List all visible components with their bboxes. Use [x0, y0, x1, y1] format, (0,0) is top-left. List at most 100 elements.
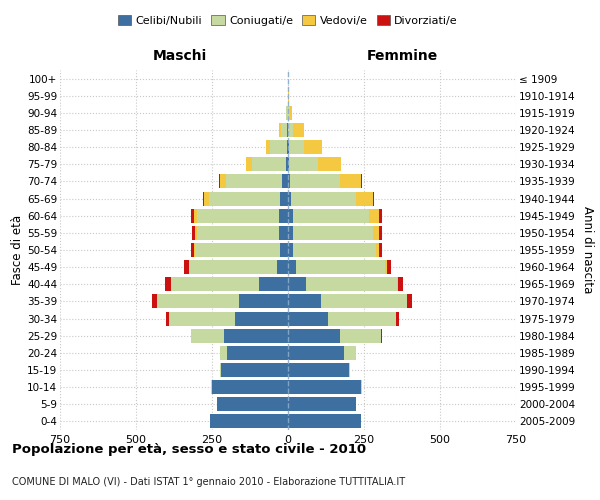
Bar [288, 312, 328, 326]
Bar [288, 414, 361, 428]
Bar [191, 328, 288, 342]
Bar [288, 208, 382, 222]
Bar [288, 158, 289, 172]
Bar [288, 106, 292, 120]
Bar [288, 106, 290, 120]
Bar [211, 414, 288, 428]
Bar [270, 140, 288, 154]
Y-axis label: Fasce di età: Fasce di età [11, 215, 24, 285]
Bar [211, 380, 288, 394]
Bar [288, 88, 289, 102]
Bar [288, 363, 350, 377]
Bar [288, 174, 340, 188]
Text: Popolazione per età, sesso e stato civile - 2010: Popolazione per età, sesso e stato civil… [12, 442, 366, 456]
Bar [164, 278, 288, 291]
Bar [288, 398, 356, 411]
Y-axis label: Anni di nascita: Anni di nascita [581, 206, 594, 294]
Bar [288, 328, 340, 342]
Bar [288, 398, 356, 411]
Bar [280, 243, 288, 257]
Text: COMUNE DI MALO (VI) - Dati ISTAT 1° gennaio 2010 - Elaborazione TUTTITALIA.IT: COMUNE DI MALO (VI) - Dati ISTAT 1° genn… [12, 477, 405, 487]
Bar [288, 158, 318, 172]
Bar [288, 226, 373, 240]
Bar [197, 208, 288, 222]
Bar [279, 208, 288, 222]
Bar [288, 243, 293, 257]
Bar [288, 363, 350, 377]
Bar [288, 294, 407, 308]
Bar [288, 208, 368, 222]
Bar [152, 294, 288, 308]
Bar [194, 243, 288, 257]
Bar [288, 398, 356, 411]
Bar [288, 380, 361, 394]
Text: Femmine: Femmine [367, 48, 437, 62]
Bar [192, 226, 288, 240]
Bar [288, 192, 373, 205]
Bar [220, 363, 288, 377]
Bar [277, 260, 288, 274]
Bar [188, 260, 288, 274]
Bar [220, 363, 288, 377]
Bar [288, 243, 382, 257]
Bar [288, 380, 362, 394]
Bar [266, 140, 288, 154]
Bar [288, 328, 381, 342]
Bar [220, 346, 288, 360]
Bar [280, 192, 288, 205]
Bar [288, 278, 306, 291]
Bar [211, 414, 288, 428]
Bar [169, 312, 288, 326]
Bar [286, 106, 288, 120]
Bar [288, 208, 293, 222]
Bar [288, 260, 385, 274]
Bar [220, 174, 288, 188]
Text: Maschi: Maschi [153, 48, 207, 62]
Bar [288, 312, 396, 326]
Bar [288, 380, 362, 394]
Bar [288, 140, 322, 154]
Bar [220, 346, 288, 360]
Bar [282, 174, 288, 188]
Bar [170, 278, 288, 291]
Bar [194, 208, 288, 222]
Bar [281, 123, 288, 137]
Bar [217, 398, 288, 411]
Bar [288, 158, 341, 172]
Bar [288, 123, 304, 137]
Bar [288, 243, 379, 257]
Bar [288, 294, 412, 308]
Bar [288, 328, 382, 342]
Bar [211, 414, 288, 428]
Bar [288, 192, 374, 205]
Bar [197, 226, 288, 240]
Bar [252, 158, 288, 172]
Bar [288, 226, 382, 240]
Bar [288, 294, 322, 308]
Legend: Celibi/Nubili, Coniugati/e, Vedovi/e, Divorziati/e: Celibi/Nubili, Coniugati/e, Vedovi/e, Di… [113, 10, 463, 30]
Bar [184, 260, 288, 274]
Bar [288, 192, 356, 205]
Bar [288, 363, 350, 377]
Bar [212, 380, 288, 394]
Bar [191, 243, 288, 257]
Bar [203, 192, 288, 205]
Bar [157, 294, 288, 308]
Bar [279, 123, 288, 137]
Bar [246, 158, 288, 172]
Bar [239, 294, 288, 308]
Bar [217, 398, 288, 411]
Bar [288, 208, 379, 222]
Bar [266, 140, 288, 154]
Bar [220, 346, 288, 360]
Bar [195, 243, 288, 257]
Bar [166, 312, 288, 326]
Bar [157, 294, 288, 308]
Bar [171, 278, 288, 291]
Bar [279, 123, 288, 137]
Bar [288, 174, 361, 188]
Bar [288, 140, 322, 154]
Bar [288, 312, 399, 326]
Bar [288, 174, 362, 188]
Bar [288, 123, 293, 137]
